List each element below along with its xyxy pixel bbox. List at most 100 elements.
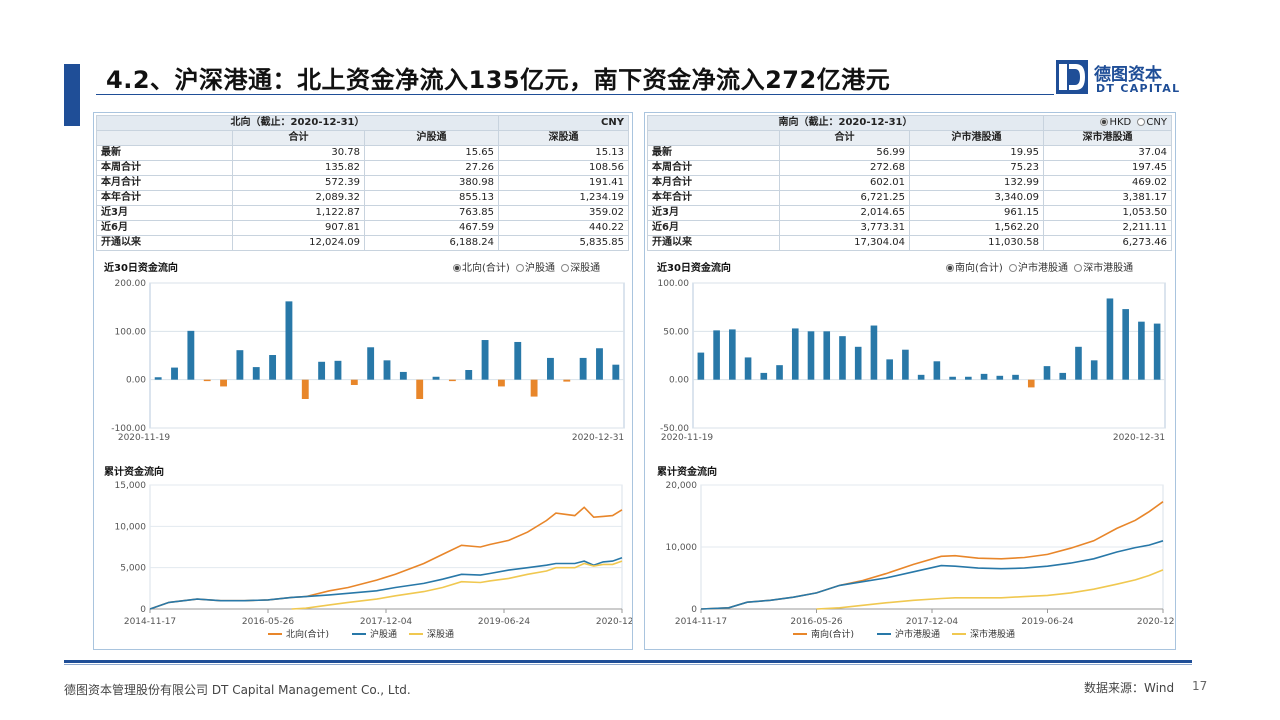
row-label: 本周合计 (647, 160, 780, 176)
cell: 3,340.09 (909, 190, 1044, 206)
bar (236, 350, 244, 380)
cell: 2,014.65 (779, 205, 910, 221)
bar (854, 346, 862, 380)
northbound-table: 北向（截止：2020-12-31） CNY 合计 沪股通 深股通 最新 30.78… (96, 115, 629, 251)
cell: 135.82 (232, 160, 365, 176)
bar (791, 328, 799, 380)
table-row: 开通以来 12,024.09 6,188.24 5,835.85 (96, 235, 629, 251)
bar (563, 379, 571, 382)
row-label: 近3月 (96, 205, 233, 221)
cell: 12,024.09 (232, 235, 365, 251)
x-tick-label: 2020-11-19 (661, 433, 714, 443)
bar (514, 341, 522, 380)
y-tick-label: 20,000 (666, 481, 698, 491)
company-logo: 德图资本 DT CAPITAL (1056, 60, 1180, 96)
cell: 15.65 (364, 145, 499, 161)
radio-label: 深股通 (570, 263, 601, 274)
y-tick-label: 5,000 (120, 564, 146, 574)
cell: 2,211.11 (1043, 220, 1172, 236)
y-tick-label: 200.00 (115, 279, 147, 289)
bar (416, 379, 424, 399)
radio-north-sz[interactable] (561, 264, 570, 272)
bar (448, 379, 456, 382)
radio-label: HKD (1109, 117, 1132, 128)
cell: 602.01 (779, 175, 910, 191)
cell: 440.22 (498, 220, 629, 236)
y-tick-label: 0.00 (126, 376, 146, 386)
x-tick-label: 2017-12-04 (906, 617, 959, 627)
table-row: 开通以来 17,304.04 11,030.58 6,273.46 (647, 235, 1172, 251)
series-line (149, 506, 623, 610)
bar (350, 379, 358, 385)
cell: 6,721.25 (779, 190, 910, 206)
bar (1122, 309, 1129, 380)
radio-hkd[interactable] (1100, 118, 1109, 126)
bar (1075, 346, 1082, 380)
table-row: 本月合计 602.01 132.99 469.02 (647, 175, 1172, 191)
row-label: 开通以来 (647, 235, 780, 251)
radio-north-sh[interactable] (516, 264, 524, 272)
bar (1043, 366, 1051, 380)
bar (579, 357, 587, 380)
cell: 572.39 (232, 175, 365, 191)
cell: 2,089.32 (232, 190, 365, 206)
bar (497, 379, 505, 387)
bar (269, 355, 277, 380)
cell: 56.99 (779, 145, 910, 161)
y-tick-label: 100.00 (658, 279, 690, 289)
north-bar-chart-title: 近30日资金流向 (104, 263, 178, 274)
cell: 191.41 (498, 175, 629, 191)
x-tick-label: 2014-11-17 (124, 617, 176, 627)
bar (713, 330, 720, 380)
south-cum-chart-title: 累计资金流向 (657, 467, 717, 478)
bar (399, 371, 407, 380)
plot-frame (149, 282, 625, 429)
x-tick-label: 2017-12-04 (360, 617, 413, 627)
bar (252, 367, 260, 380)
row-label: 本月合计 (647, 175, 780, 191)
column-header: 合计 (232, 130, 365, 146)
north-cum-chart-title: 累计资金流向 (104, 467, 164, 478)
logo-text-en: DT CAPITAL (1096, 82, 1181, 95)
northbound-header: 北向（截止：2020-12-31） (96, 115, 499, 131)
radio-south-sz[interactable] (1074, 264, 1083, 272)
currency-selector: HKD CNY (1043, 115, 1172, 131)
table-row: 近6月 3,773.31 1,562.20 2,211.11 (647, 220, 1172, 236)
radio-label: 沪市港股通 (1018, 263, 1068, 274)
cell: 17,304.04 (779, 235, 910, 251)
bar (1027, 379, 1035, 388)
radio-cny[interactable] (1137, 118, 1146, 126)
cell: 3,381.17 (1043, 190, 1172, 206)
bar (171, 367, 178, 380)
row-label: 开通以来 (96, 235, 233, 251)
northbound-currency: CNY (498, 115, 629, 131)
page-number: 17 (1192, 679, 1208, 693)
legend-label: 沪市港股通 (895, 628, 940, 640)
cell: 467.59 (364, 220, 499, 236)
x-tick-label: 2020-12-31 (572, 433, 624, 443)
bar (1090, 360, 1098, 380)
cell: 6,273.46 (1043, 235, 1172, 251)
radio-south-total[interactable] (946, 264, 954, 272)
bar (807, 331, 815, 380)
bar (367, 347, 375, 380)
y-tick-label: -100.00 (111, 424, 146, 434)
radio-south-sh[interactable] (1009, 264, 1017, 272)
bar (1059, 372, 1067, 380)
dt-logo-icon (1056, 60, 1088, 94)
title-accent-bar (64, 64, 80, 126)
series-line (700, 540, 1164, 610)
cell: 272.68 (779, 160, 910, 176)
cell: 855.13 (364, 190, 499, 206)
table-row: 最新 30.78 15.65 15.13 (96, 145, 629, 161)
plot-frame (692, 282, 1166, 429)
cell: 30.78 (232, 145, 365, 161)
cell: 763.85 (364, 205, 499, 221)
legend-label: 南向(合计) (811, 628, 854, 640)
radio-north-total[interactable] (453, 264, 461, 272)
bar (187, 330, 195, 380)
bar (203, 379, 211, 382)
table-row: 近3月 1,122.87 763.85 359.02 (96, 205, 629, 221)
column-header: 合计 (779, 130, 910, 146)
bar (744, 357, 752, 380)
